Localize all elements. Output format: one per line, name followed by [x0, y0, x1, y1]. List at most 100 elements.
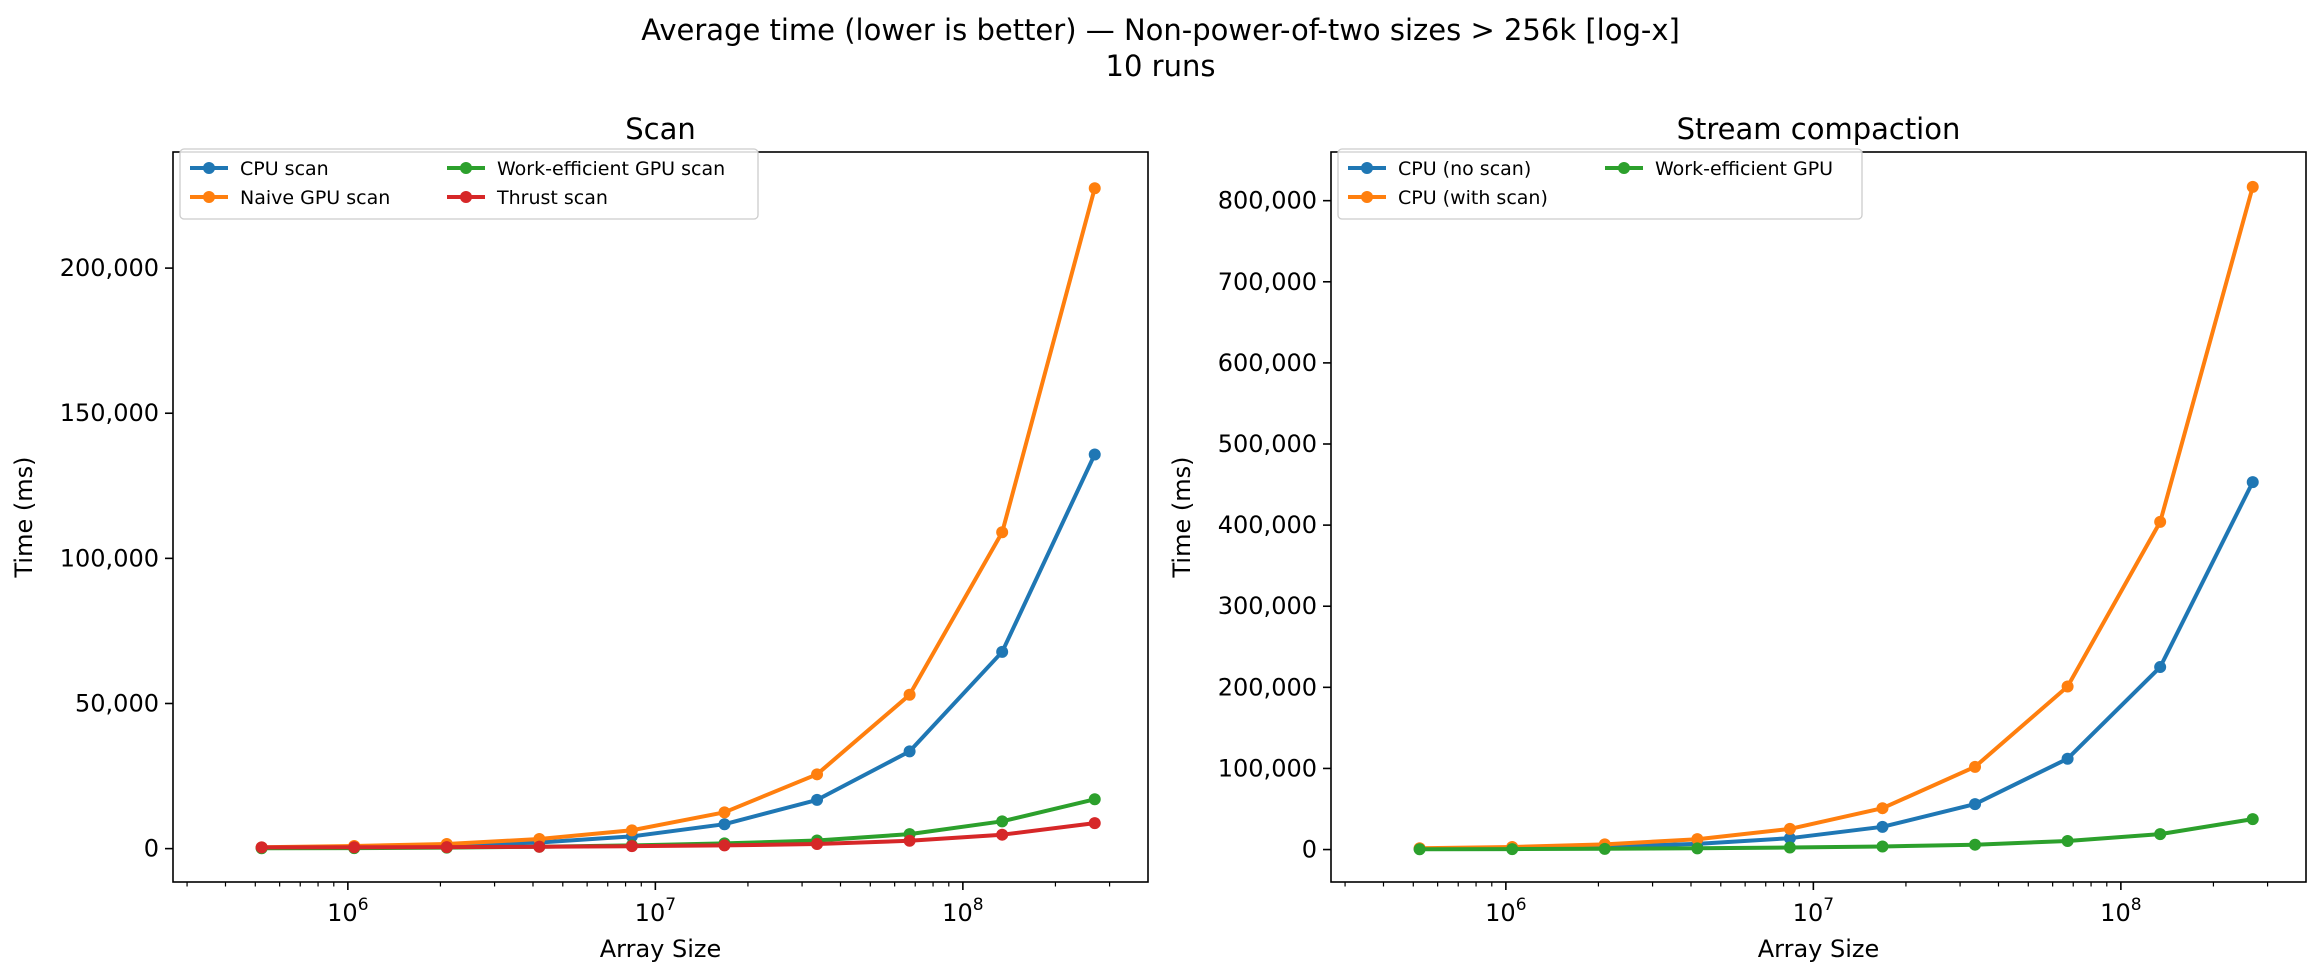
x-tick-label: 107	[1793, 895, 1834, 927]
legend-item: CPU (with scan)	[1348, 187, 1548, 209]
data-point	[718, 818, 731, 831]
x-tick-label: 108	[942, 895, 983, 927]
legend-marker	[1361, 191, 1373, 203]
data-point	[996, 828, 1009, 841]
data-point	[2154, 828, 2167, 841]
data-point	[1783, 841, 1796, 854]
series-line-cpu-with-scan	[1417, 184, 2255, 851]
series-line-naive-gpu-scan	[259, 186, 1097, 850]
series-cpu-no-scan	[1413, 476, 2259, 855]
data-point	[1413, 843, 1426, 856]
legend-marker	[1361, 162, 1373, 174]
legend-item: CPU (no scan)	[1348, 158, 1531, 180]
data-point	[903, 688, 916, 701]
data-point	[1088, 448, 1101, 461]
data-point	[255, 841, 268, 854]
chart-title: Scan	[625, 112, 696, 146]
x-tick-label: 106	[327, 895, 368, 927]
y-tick-label: 500,000	[1218, 430, 1317, 458]
y-tick-label: 400,000	[1218, 511, 1317, 539]
legend-marker	[460, 191, 472, 203]
data-point	[811, 793, 824, 806]
legend-marker	[460, 162, 472, 174]
y-tick-label: 200,000	[1218, 673, 1317, 701]
series-cpu-scan	[255, 448, 1101, 854]
legend-marker	[203, 191, 215, 203]
series-thrust-scan	[255, 817, 1101, 854]
data-point	[2154, 515, 2167, 528]
x-tick-label: 107	[635, 895, 676, 927]
data-point	[625, 840, 638, 853]
data-point	[996, 526, 1009, 539]
data-point	[996, 645, 1009, 658]
y-tick-label: 800,000	[1218, 187, 1317, 215]
series-line-thrust-scan	[259, 821, 1097, 850]
legend-item: CPU scan	[190, 158, 329, 180]
y-axis-label: Time (ms)	[1168, 457, 1196, 579]
figure-title-line-2: 10 runs	[1105, 49, 1216, 83]
legend-label: Work-efficient GPU	[1655, 158, 1833, 180]
y-tick-label: 150,000	[60, 399, 159, 427]
legend: CPU (no scan) CPU (with scan) Work-efficie…	[1337, 148, 1863, 220]
series-line-work-efficient-gpu	[1417, 817, 2255, 852]
x-axis-label: Array Size	[1758, 935, 1880, 963]
legend-item: Naive GPU scan	[190, 187, 390, 209]
data-point	[1691, 842, 1704, 855]
series-line-cpu-no-scan	[1417, 480, 2255, 851]
data-point	[1506, 843, 1519, 856]
y-tick-label: 0	[1302, 836, 1317, 864]
data-point	[1876, 802, 1889, 815]
legend-item: Thrust scan	[447, 187, 608, 209]
legend-box	[1337, 148, 1863, 220]
data-point	[718, 839, 731, 852]
data-point	[1088, 182, 1101, 195]
data-point	[1969, 798, 1982, 811]
data-point	[2061, 680, 2074, 693]
legend-label: CPU scan	[240, 158, 329, 180]
legend-item: Work-efficient GPU	[1605, 158, 1833, 180]
y-tick-label: 50,000	[75, 689, 159, 717]
data-point	[348, 841, 361, 854]
legend-marker	[1618, 162, 1630, 174]
series-work-efficient-gpu	[1413, 813, 2259, 856]
legend-label: CPU (with scan)	[1398, 187, 1548, 209]
y-tick-label: 100,000	[60, 544, 159, 572]
data-point	[2246, 180, 2259, 193]
data-point	[2061, 752, 2074, 765]
data-point	[1088, 793, 1101, 806]
y-tick-label: 200,000	[60, 254, 159, 282]
series-line-cpu-scan	[259, 452, 1097, 850]
data-point	[1876, 840, 1889, 853]
data-point	[811, 768, 824, 781]
data-point	[1783, 832, 1796, 845]
data-point	[1783, 822, 1796, 835]
axes-frame	[172, 151, 1149, 883]
figure-title: Average time (lower is better) — Non-pow…	[0, 12, 2321, 84]
data-point	[440, 841, 453, 854]
y-tick-label: 600,000	[1218, 349, 1317, 377]
series-cpu-with-scan	[1413, 180, 2259, 855]
data-point	[718, 806, 731, 819]
y-tick-label: 300,000	[1218, 592, 1317, 620]
data-point	[903, 834, 916, 847]
data-point	[1088, 817, 1101, 830]
legend-marker	[203, 162, 215, 174]
y-tick-label: 700,000	[1218, 268, 1317, 296]
data-point	[2061, 835, 2074, 848]
legend-label: Work-efficient GPU scan	[497, 158, 725, 180]
data-point	[996, 815, 1009, 828]
data-point	[1691, 833, 1704, 846]
data-point	[811, 837, 824, 850]
chart-scan: Scan Array Size Time (ms) 106 107 108 0 50,000 1…	[10, 112, 1149, 963]
legend-label: CPU (no scan)	[1398, 158, 1531, 180]
chart-title: Stream compaction	[1677, 112, 1961, 146]
data-point	[2246, 813, 2259, 826]
legend-box	[179, 148, 759, 220]
data-point	[2246, 476, 2259, 489]
data-point	[1598, 842, 1611, 855]
x-tick-label: 108	[2100, 895, 2141, 927]
y-tick-label: 100,000	[1218, 754, 1317, 782]
legend-label: Naive GPU scan	[240, 187, 390, 209]
legend-label: Thrust scan	[496, 187, 608, 209]
